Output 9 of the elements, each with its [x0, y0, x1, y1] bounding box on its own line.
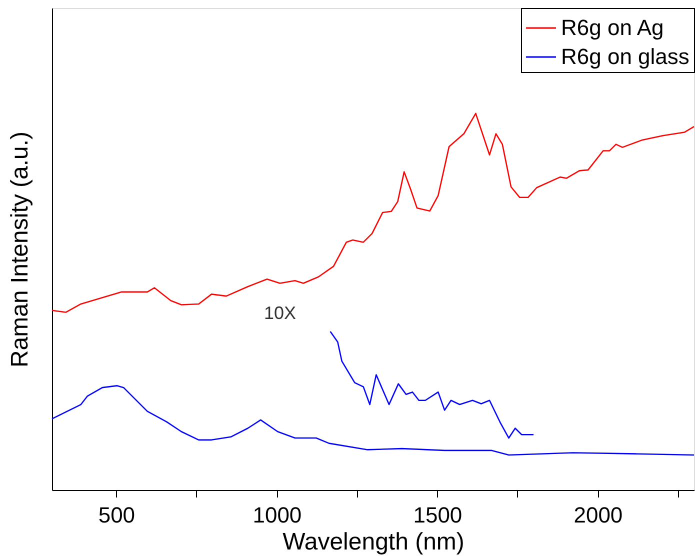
- y-axis-title: Raman Intensity (a.u.): [6, 131, 34, 368]
- legend-label: R6g on glass: [561, 44, 690, 69]
- x-tick-label: 2000: [574, 502, 623, 528]
- x-tick-label: 1000: [252, 502, 302, 528]
- x-tick-label: 500: [98, 502, 136, 528]
- x-axis-title: Wavelength (nm): [282, 528, 464, 556]
- annotation: 10X: [264, 303, 296, 323]
- legend-label: R6g on Ag: [561, 15, 664, 40]
- x-tick-label: 1500: [413, 502, 462, 528]
